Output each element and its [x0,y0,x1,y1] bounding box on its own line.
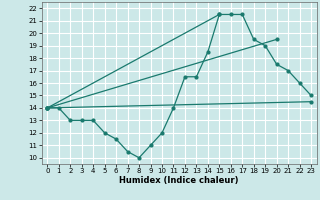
X-axis label: Humidex (Indice chaleur): Humidex (Indice chaleur) [119,176,239,185]
